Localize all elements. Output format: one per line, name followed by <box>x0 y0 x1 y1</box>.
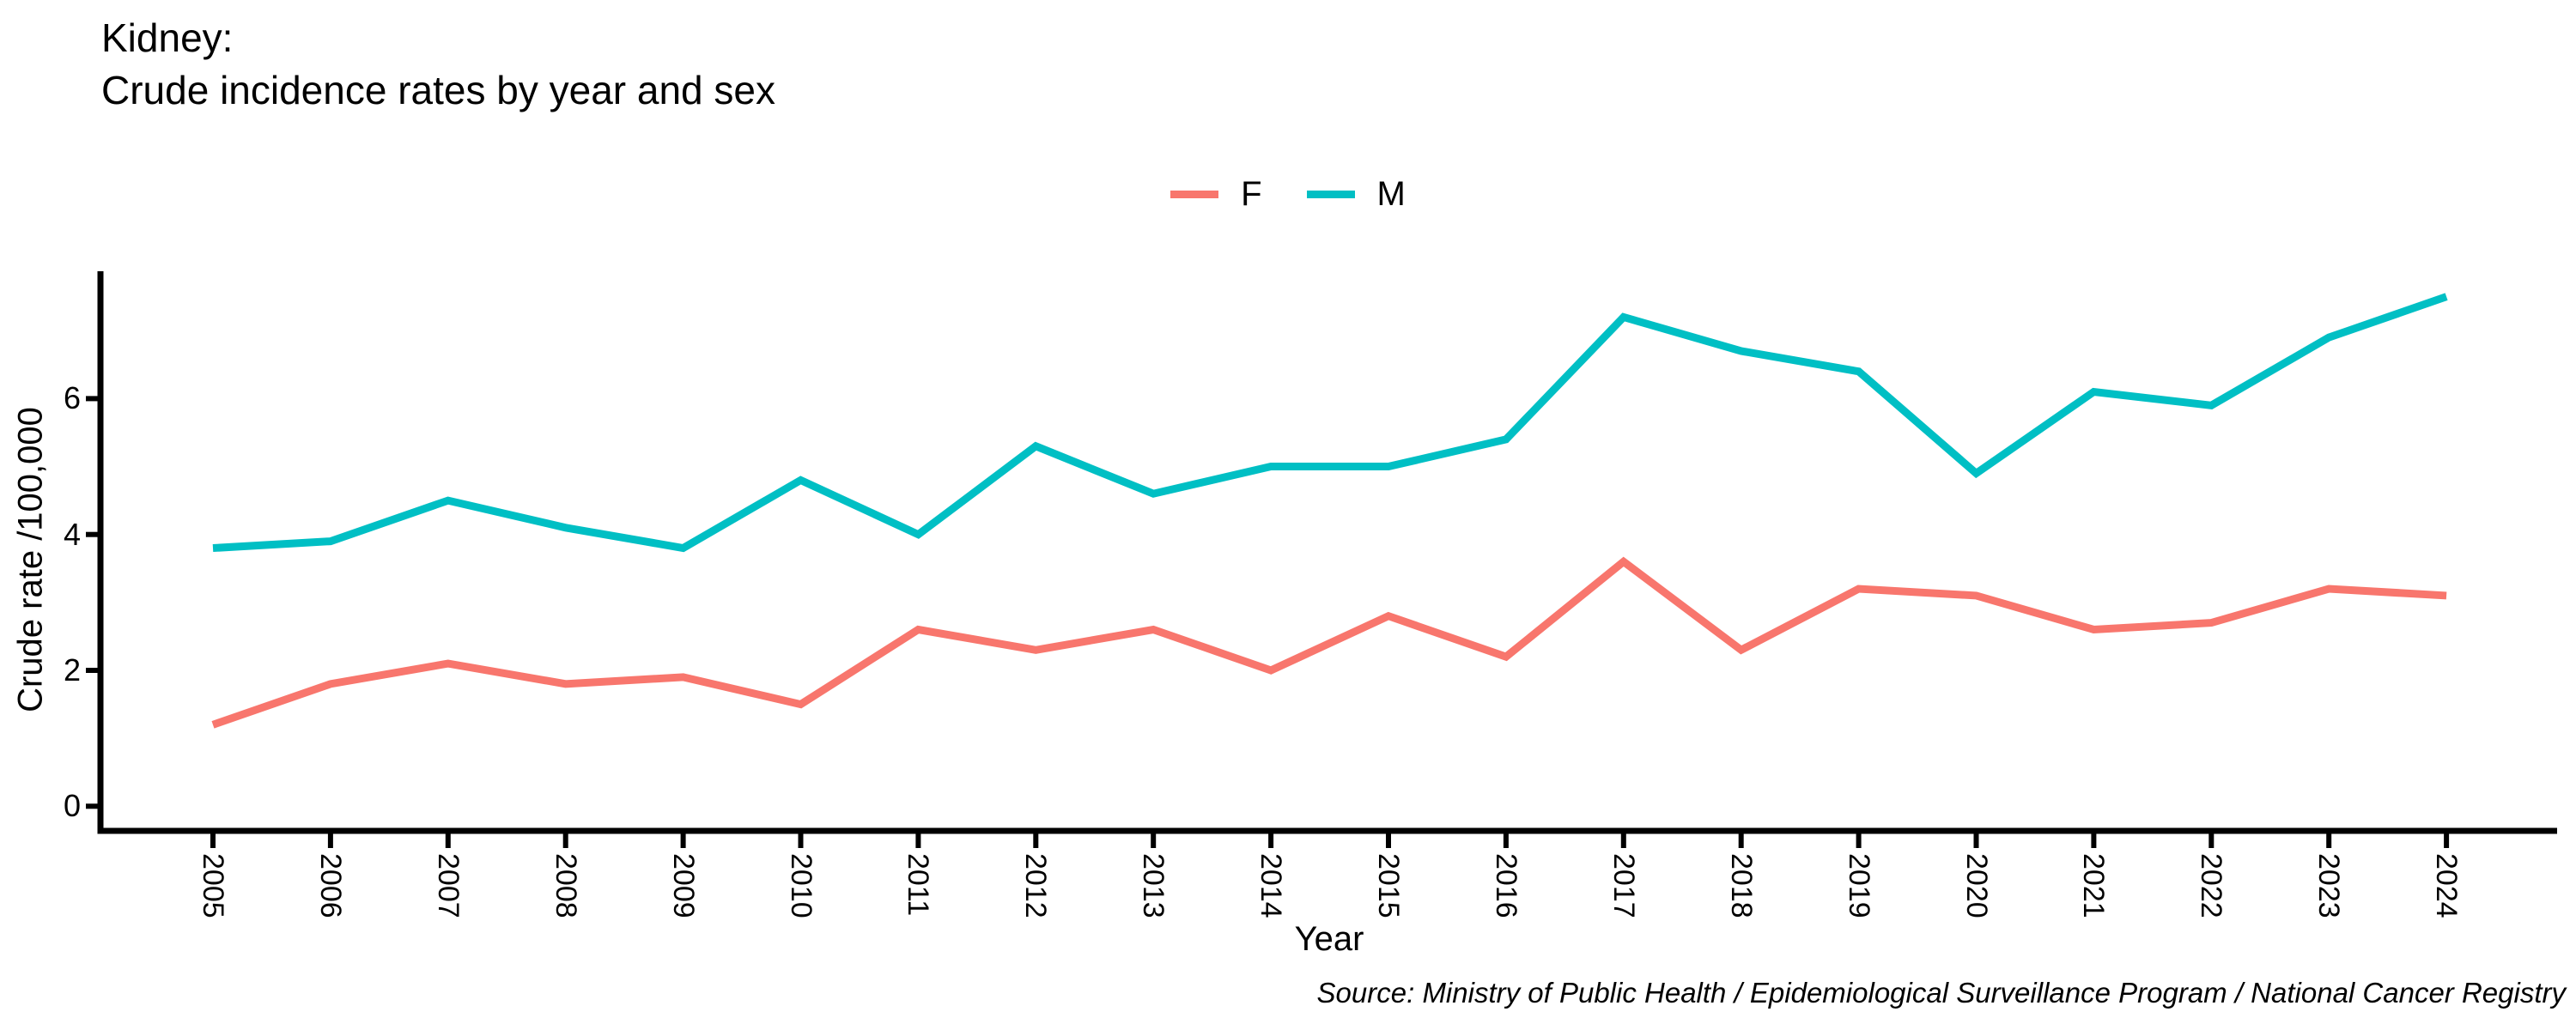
y-axis-title: Crude rate /100,000 <box>11 407 50 712</box>
x-tick-label: 2008 <box>549 853 582 918</box>
x-tick-label: 2013 <box>1137 853 1170 918</box>
legend-label-f: F <box>1241 174 1262 213</box>
y-tick-label: 4 <box>63 516 81 552</box>
x-tick-label: 2006 <box>313 853 347 918</box>
chart-title-line2: Crude incidence rates by year and sex <box>101 68 775 112</box>
x-tick-label: 2024 <box>2430 853 2464 918</box>
x-tick-label: 2014 <box>1255 853 1288 918</box>
legend-item-f: F <box>1170 174 1262 214</box>
x-tick-label: 2018 <box>1724 853 1758 918</box>
x-tick-label: 2009 <box>666 853 700 918</box>
x-tick-label: 2015 <box>1372 853 1405 918</box>
x-tick-label: 2017 <box>1607 853 1640 918</box>
x-tick-label: 2023 <box>2312 853 2346 918</box>
x-tick-label: 2007 <box>431 853 465 918</box>
x-tick-label: 2016 <box>1489 853 1522 918</box>
source-note: Source: Ministry of Public Health / Epid… <box>1316 977 2566 1009</box>
legend-swatch-f <box>1170 190 1219 198</box>
x-tick-label: 2020 <box>1959 853 1993 918</box>
x-tick-label: 2019 <box>1842 853 1875 918</box>
y-tick-label: 6 <box>63 380 81 416</box>
x-tick-label: 2021 <box>2077 853 2111 918</box>
series-line-f <box>211 556 2447 729</box>
x-tick-label: 2012 <box>1019 853 1053 918</box>
chart-title-line1: Kidney: <box>101 15 234 60</box>
x-tick-label: 2022 <box>2195 853 2228 918</box>
series-line-m <box>212 293 2448 553</box>
x-axis-title: Year <box>1294 920 1364 958</box>
x-tick-label: 2010 <box>784 853 817 918</box>
x-tick-label: 2011 <box>902 853 935 917</box>
legend-swatch-m <box>1306 190 1355 198</box>
x-tick-label: 2005 <box>197 853 229 918</box>
legend-label-m: M <box>1376 174 1406 213</box>
y-tick-label: 2 <box>63 652 81 688</box>
chart-title: Kidney: Crude incidence rates by year an… <box>101 12 775 117</box>
legend-item-m: M <box>1306 174 1406 214</box>
y-tick-label: 0 <box>63 788 81 824</box>
